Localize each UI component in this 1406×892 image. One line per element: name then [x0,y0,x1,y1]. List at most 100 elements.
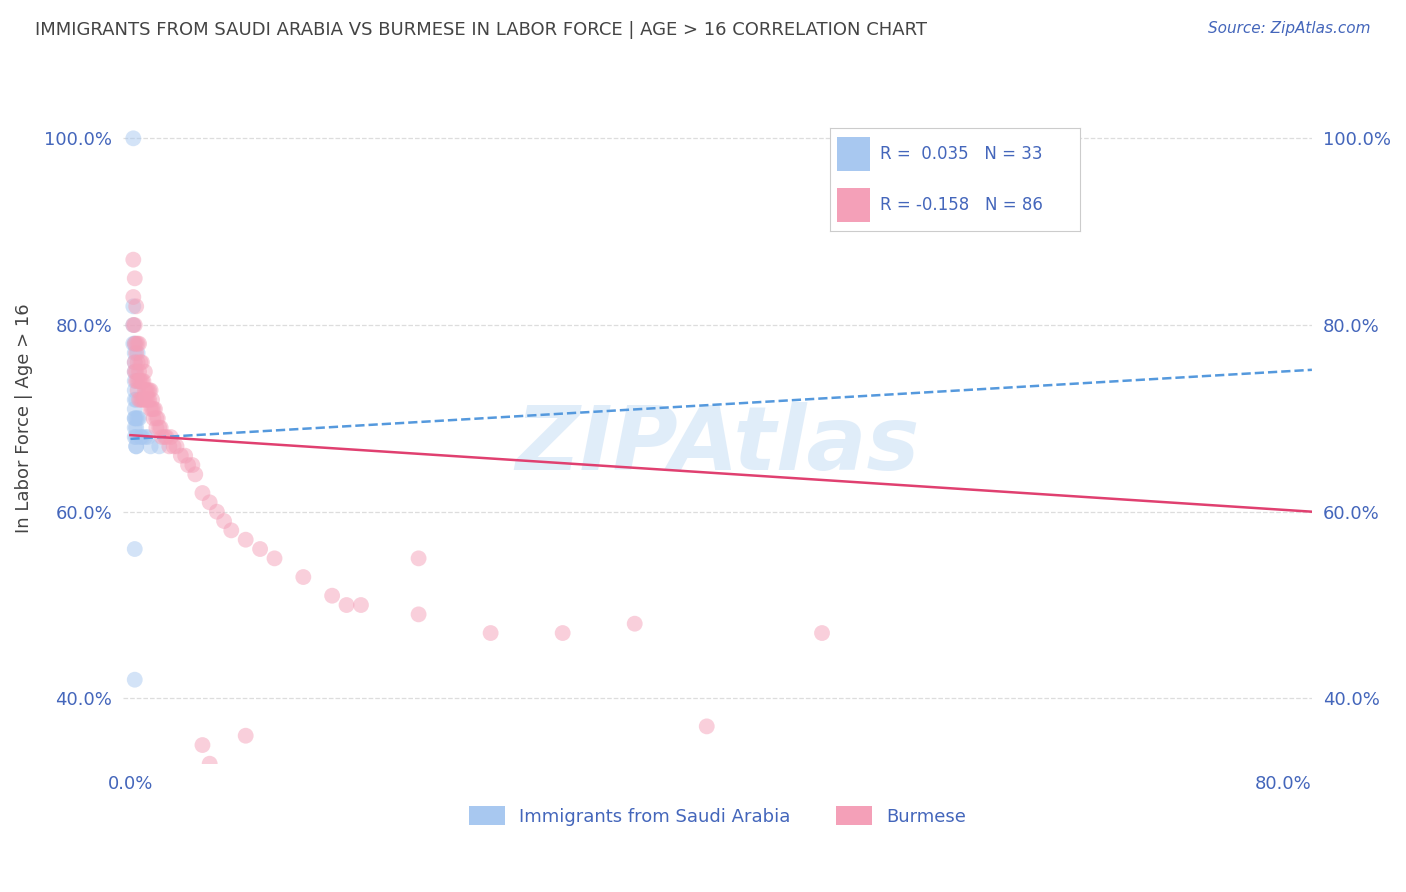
Point [149,420,172,434]
Point [124,346,146,360]
Point [135,392,157,407]
Point [249,542,271,557]
Point [124,420,146,434]
Point [125,439,148,453]
Point [127,336,149,351]
Point [811,626,834,640]
Point [132,392,155,407]
Point [127,384,149,398]
Point [134,392,156,407]
Point [142,411,165,425]
Point [124,318,146,332]
Point [191,738,214,752]
Point [128,365,150,379]
Point [122,290,145,304]
Point [124,336,146,351]
Point [145,420,167,434]
Point [127,355,149,369]
Point [128,392,150,407]
Point [125,346,148,360]
Legend: Immigrants from Saudi Arabia, Burmese: Immigrants from Saudi Arabia, Burmese [461,799,973,833]
Point [122,318,145,332]
Point [219,766,242,780]
Point [125,365,148,379]
Point [139,402,162,417]
Point [198,756,221,771]
Point [124,365,146,379]
Point [125,420,148,434]
Point [127,346,149,360]
Point [125,299,148,313]
Point [124,542,146,557]
Point [136,392,159,407]
Point [170,449,193,463]
Point [125,392,148,407]
Point [145,411,167,425]
Point [219,524,242,538]
Text: R = -0.158   N = 86: R = -0.158 N = 86 [880,196,1042,214]
Point [122,318,145,332]
Point [124,411,146,425]
Point [139,439,162,453]
Text: Source: ZipAtlas.com: Source: ZipAtlas.com [1208,21,1371,36]
Point [181,458,204,472]
Point [408,551,430,566]
Text: ZIPAtlas: ZIPAtlas [516,402,920,490]
Y-axis label: In Labor Force | Age > 16: In Labor Force | Age > 16 [15,303,32,533]
Point [124,411,146,425]
Point [321,589,343,603]
Point [143,402,166,417]
Point [124,384,146,398]
Point [839,785,862,799]
Point [148,439,170,453]
Bar [837,188,870,222]
Point [129,430,152,444]
Point [138,392,160,407]
Point [150,430,173,444]
Point [184,467,207,482]
Point [125,411,148,425]
Point [157,439,180,453]
Point [155,430,177,444]
Bar [837,136,870,171]
Point [136,384,159,398]
Point [124,336,146,351]
Point [551,626,574,640]
Point [122,131,145,145]
Point [132,374,155,388]
Point [124,374,146,388]
Point [177,458,200,472]
Point [350,598,373,612]
Point [142,402,165,417]
Point [134,384,156,398]
Point [128,336,150,351]
Point [212,514,235,528]
Point [128,374,150,388]
Point [138,384,160,398]
Point [205,505,228,519]
Point [131,392,153,407]
Point [124,430,146,444]
Point [235,729,257,743]
Point [131,430,153,444]
Point [128,411,150,425]
Point [174,449,197,463]
Text: R =  0.035   N = 33: R = 0.035 N = 33 [880,145,1042,163]
Point [127,374,149,388]
Point [146,411,169,425]
Point [134,365,156,379]
Point [131,355,153,369]
Point [124,365,146,379]
Point [131,374,153,388]
Point [124,355,146,369]
Point [696,719,718,733]
Point [124,402,146,417]
Point [124,392,146,407]
Point [127,411,149,425]
Point [124,271,146,285]
Point [122,252,145,267]
Point [141,392,163,407]
Point [124,673,146,687]
Point [166,439,188,453]
Point [408,607,430,622]
